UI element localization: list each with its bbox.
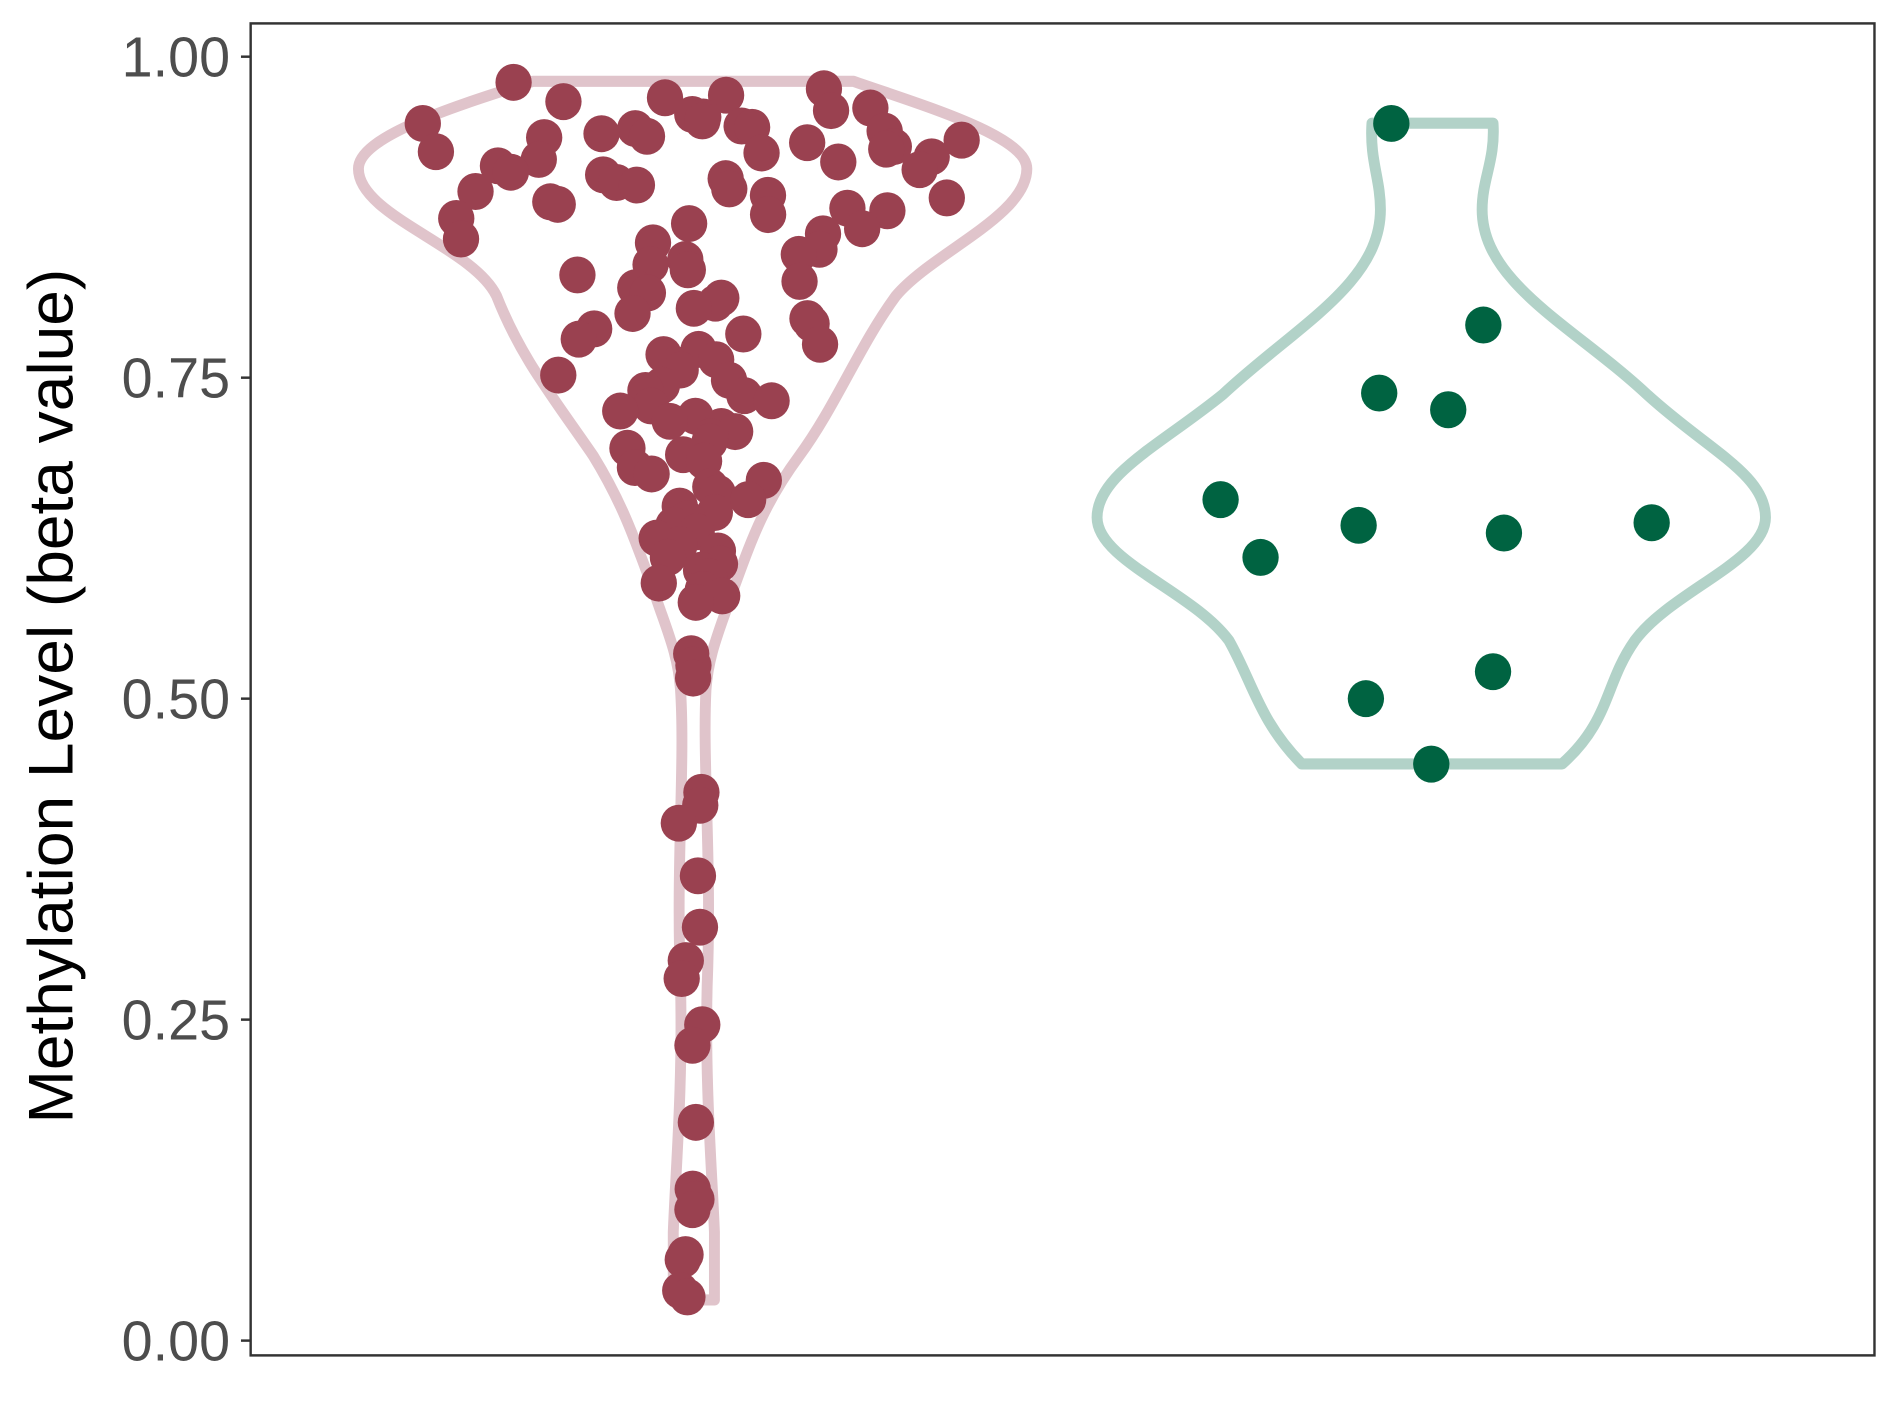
data-point xyxy=(539,185,576,223)
data-point xyxy=(545,83,582,121)
plot-panel xyxy=(249,22,1876,1357)
data-point xyxy=(442,220,480,258)
data-point xyxy=(1474,653,1512,691)
data-point xyxy=(640,564,677,602)
y-tick-label: 0.00 xyxy=(122,1309,230,1373)
data-point xyxy=(404,104,441,142)
data-point xyxy=(679,857,717,895)
data-point xyxy=(743,134,780,172)
data-point xyxy=(633,455,670,493)
data-point xyxy=(711,170,748,208)
data-point xyxy=(901,151,938,189)
data-point xyxy=(674,1026,711,1064)
data-point xyxy=(651,402,688,440)
data-point xyxy=(674,1191,711,1229)
data-point xyxy=(660,804,697,842)
y-axis: 0.00 0.25 0.50 0.75 1.00 xyxy=(122,25,251,1372)
data-point xyxy=(753,382,790,420)
points-group-1 xyxy=(404,63,980,1316)
y-tick-label: 1.00 xyxy=(122,25,230,89)
data-point xyxy=(669,1278,706,1316)
data-point xyxy=(560,320,597,358)
data-point xyxy=(781,262,818,300)
data-point xyxy=(707,76,745,114)
data-point xyxy=(1633,504,1670,542)
data-point xyxy=(1347,680,1385,718)
data-point xyxy=(540,356,577,394)
data-point xyxy=(663,960,700,998)
data-point xyxy=(664,1241,701,1279)
data-point xyxy=(675,289,713,327)
data-point xyxy=(729,481,767,519)
data-point xyxy=(928,179,965,217)
data-point xyxy=(417,133,455,171)
data-point xyxy=(943,121,980,159)
data-point xyxy=(812,92,850,130)
data-point xyxy=(674,659,712,697)
data-point xyxy=(1373,104,1410,142)
data-point xyxy=(869,192,906,230)
data-point xyxy=(583,115,620,153)
violin-outline-group-2 xyxy=(1091,117,1771,770)
data-point xyxy=(684,102,721,140)
data-point xyxy=(492,153,530,191)
data-point xyxy=(1413,745,1450,783)
data-point xyxy=(681,908,719,946)
y-tick-label: 0.25 xyxy=(122,988,230,1052)
data-point xyxy=(1242,538,1279,576)
data-point xyxy=(669,251,706,289)
data-point xyxy=(1485,514,1523,552)
data-point xyxy=(520,140,557,178)
data-point xyxy=(1340,506,1377,544)
data-point xyxy=(646,79,684,117)
data-point xyxy=(843,210,881,248)
data-point xyxy=(495,63,532,101)
data-point xyxy=(614,294,651,332)
data-point xyxy=(1465,306,1502,344)
data-point xyxy=(602,392,639,430)
data-point xyxy=(789,124,826,162)
data-point xyxy=(725,315,762,353)
data-point xyxy=(749,196,787,234)
y-tick-label: 0.75 xyxy=(122,346,230,410)
y-tick-label: 0.50 xyxy=(122,667,230,731)
data-point xyxy=(1361,374,1398,412)
points-group-2 xyxy=(1202,104,1670,783)
violin-outline-group-1 xyxy=(352,75,1033,1306)
data-point xyxy=(1202,481,1239,519)
data-point xyxy=(670,205,708,243)
data-point xyxy=(559,256,596,294)
data-point xyxy=(677,1103,715,1141)
data-point xyxy=(780,235,817,273)
data-point xyxy=(820,143,857,181)
data-point xyxy=(457,173,494,210)
data-point xyxy=(1430,391,1467,429)
data-point xyxy=(677,583,714,621)
data-point xyxy=(726,377,763,415)
data-point xyxy=(628,117,666,155)
data-point xyxy=(618,166,656,204)
data-point xyxy=(868,130,905,168)
data-point xyxy=(801,325,839,363)
y-axis-title: Methylation Level (beta value) xyxy=(16,269,86,1124)
